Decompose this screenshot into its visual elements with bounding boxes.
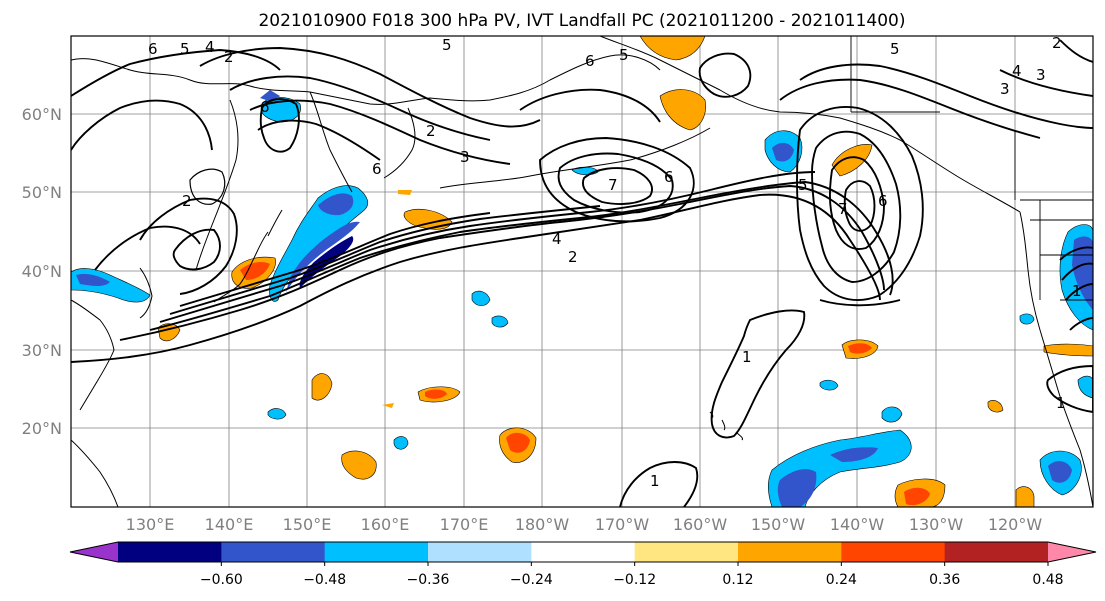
colorbar-bin — [738, 542, 842, 562]
colorbar-tick-label: 0.48 — [1032, 572, 1063, 588]
longitude-labels: 130°E 140°E 150°E 160°E 170°E 180°W 170°… — [126, 515, 1043, 534]
colorbar-tick-label: −0.60 — [200, 572, 243, 588]
contour-label: 6 — [664, 168, 674, 186]
latitude-labels: 60°N 50°N 40°N 30°N 20°N — [22, 105, 62, 438]
negative-anomaly-fills — [71, 90, 1093, 507]
colorbar-tick-label: 0.12 — [722, 572, 753, 588]
positive-anomaly-fills — [157, 36, 1093, 507]
lon-label: 120°W — [988, 515, 1043, 534]
lon-label: 150°W — [751, 515, 806, 534]
colorbar-bin — [634, 542, 739, 562]
contour-label: 4 — [1012, 62, 1022, 80]
contour-labels: 6 5 4 2 5 6 5 6 2 3 6 7 6 2 4 2 1 5 7 6 … — [148, 34, 1082, 490]
contour-label: 3 — [1000, 80, 1010, 98]
colorbar-tick-label: 0.36 — [929, 572, 960, 588]
contour-label: 1 — [742, 348, 752, 366]
map-layers: 6 5 4 2 5 6 5 6 2 3 6 7 6 2 4 2 1 5 7 6 … — [71, 34, 1093, 507]
contour-label: 1 — [1072, 282, 1082, 300]
contour-label: 2 — [568, 248, 578, 266]
contour-label: 2 — [224, 48, 234, 66]
lon-label: 140°E — [205, 515, 254, 534]
colorbar-tick-label: −0.48 — [303, 572, 346, 588]
colorbar-bin — [221, 542, 326, 562]
lat-label: 20°N — [22, 419, 62, 438]
map-frame — [70, 35, 1094, 508]
lon-label: 130°W — [909, 515, 964, 534]
contour-label: 7 — [608, 176, 618, 194]
lat-label: 50°N — [22, 183, 62, 202]
colorbar-tick-label: −0.36 — [407, 572, 450, 588]
lon-label: 160°W — [673, 515, 728, 534]
contour-label: 5 — [619, 46, 629, 64]
colorbar-bin — [324, 542, 429, 562]
lon-label: 130°E — [126, 515, 175, 534]
colorbar-tick-label: 0.24 — [826, 572, 857, 588]
contour-label: 5 — [442, 36, 452, 54]
lon-label: 170°W — [595, 515, 650, 534]
lon-label: 180°W — [515, 515, 570, 534]
contour-label: 5 — [180, 40, 190, 58]
contour-label: 3 — [1036, 66, 1046, 84]
contour-label: 6 — [585, 52, 595, 70]
lat-label: 60°N — [22, 105, 62, 124]
contour-label: 4 — [205, 38, 215, 56]
colorbar-extend-max — [1048, 542, 1096, 562]
lon-label: 140°W — [830, 515, 885, 534]
contour-label: 6 — [878, 192, 888, 210]
contour-label: 1 — [1056, 394, 1066, 412]
colorbar-tick-label: −0.12 — [613, 572, 656, 588]
lon-label: 160°E — [361, 515, 410, 534]
contour-label: 6 — [148, 40, 158, 58]
contour-label: 5 — [890, 40, 900, 58]
contour-label: 3 — [460, 148, 470, 166]
colorbar-tick-label: −0.24 — [510, 572, 553, 588]
colorbar-outline — [69, 541, 1097, 563]
colorbar-bin — [944, 542, 1049, 562]
colorbar: −0.60 −0.48 −0.36 −0.24 −0.12 0.12 0.24 0.36 0.4… — [69, 541, 1097, 588]
contour-label: 2 — [426, 122, 436, 140]
figure-title: 2021010900 F018 300 hPa PV, IVT Landfall… — [258, 11, 905, 31]
contour-label: 4 — [552, 230, 562, 248]
coastlines — [71, 36, 1093, 507]
pv-contours — [71, 39, 1093, 507]
colorbar-bin — [118, 542, 222, 562]
contour-label: 1 — [650, 472, 660, 490]
colorbar-bin — [428, 542, 532, 562]
lat-label: 30°N — [22, 341, 62, 360]
lon-label: 170°E — [440, 515, 489, 534]
colorbar-bin — [531, 542, 636, 562]
colorbar-bin — [841, 542, 946, 562]
contour-label: 5 — [798, 176, 808, 194]
contour-label: 7 — [838, 200, 848, 218]
lat-label: 40°N — [22, 262, 62, 281]
contour-label: 6 — [372, 160, 382, 178]
contour-label: 6 — [260, 98, 270, 116]
map-background — [71, 36, 1093, 507]
lon-label: 150°E — [283, 515, 332, 534]
contour-label: 2 — [1052, 34, 1062, 52]
contour-label: 2 — [182, 192, 192, 210]
colorbar-extend-min — [70, 542, 118, 562]
